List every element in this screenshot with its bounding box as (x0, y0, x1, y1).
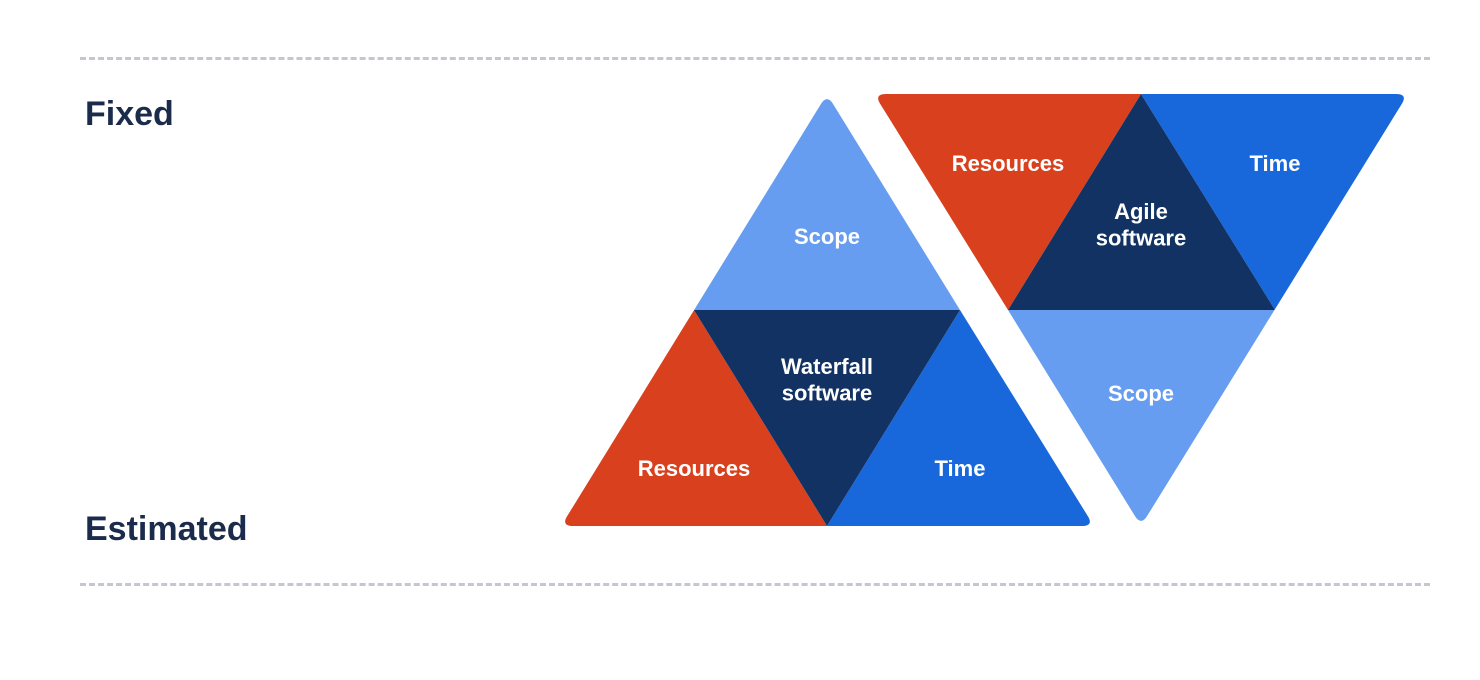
waterfall-label-center: Waterfallsoftware (781, 354, 873, 405)
triangles-svg: Scope Resources Time Waterfallsoftware Reso… (0, 0, 1480, 680)
agile-label-time: Time (1250, 151, 1301, 176)
agile-label-scope: Scope (1108, 381, 1174, 406)
waterfall-label-scope: Scope (794, 224, 860, 249)
waterfall-label-resources: Resources (638, 456, 751, 481)
waterfall-label-time: Time (935, 456, 986, 481)
agile-label-resources: Resources (952, 151, 1065, 176)
diagram-container: Fixed Estimated ScopeResourcesTimeWaterf… (0, 0, 1480, 680)
